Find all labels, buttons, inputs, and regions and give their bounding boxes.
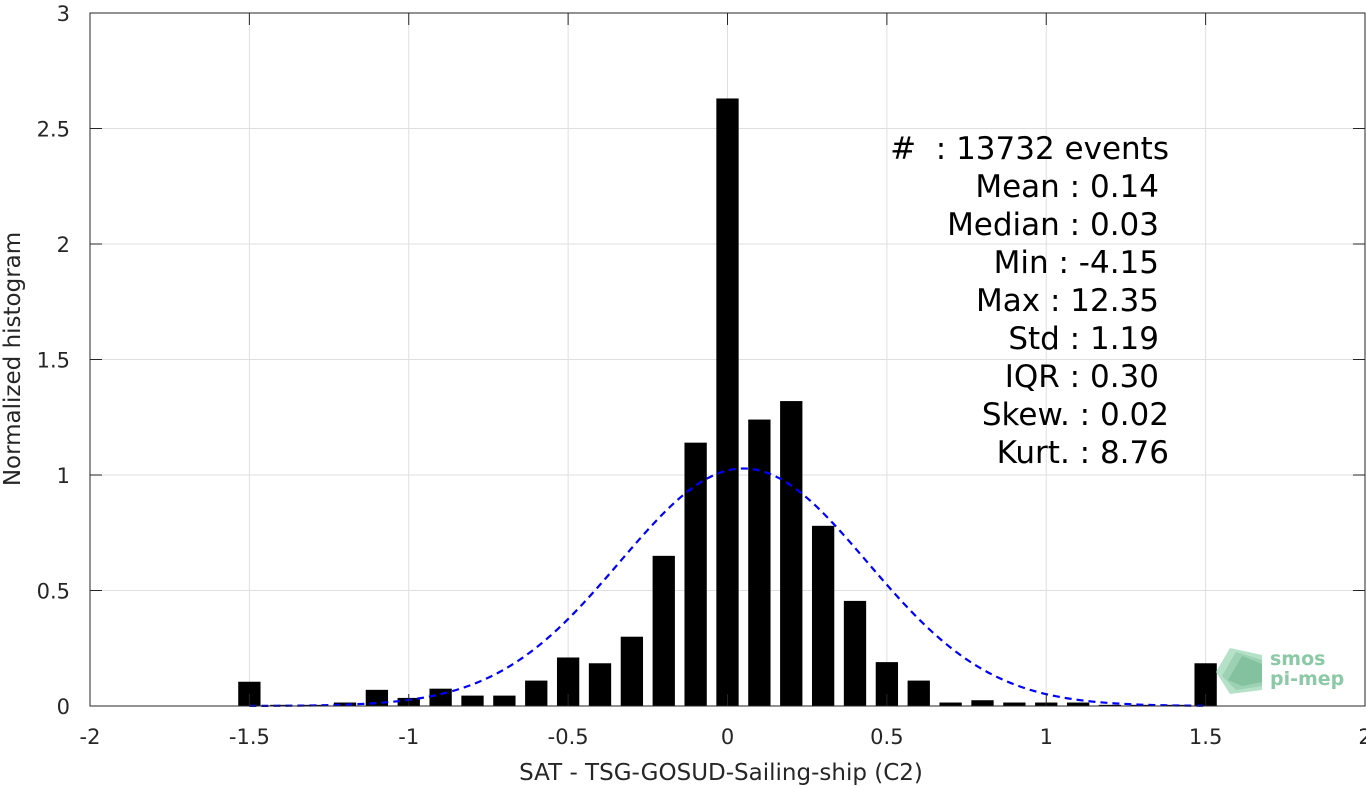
x-tick-label: 0 (721, 725, 734, 749)
histogram-bar (875, 662, 899, 706)
histogram-bar (1194, 663, 1217, 706)
y-axis-label: Normalized histogram (0, 232, 26, 486)
histogram-bar (429, 688, 452, 706)
stat-min: Min : -4.15 (994, 245, 1159, 281)
histogram-bar (556, 657, 580, 706)
histogram-bar (238, 681, 261, 706)
histogram-bar (684, 442, 707, 706)
y-tick-label: 1 (57, 464, 70, 488)
y-tick-labels: 0 0.5 1 1.5 2 2.5 3 (37, 2, 70, 719)
stat-kurt: Kurt. : 8.76 (997, 435, 1169, 471)
y-tick-label: 0.5 (37, 580, 70, 604)
histogram-bar (1098, 704, 1122, 706)
histogram-bar (907, 680, 930, 706)
x-tick-label: 0.5 (870, 725, 903, 749)
logo-text-pi-mep: pi-mep (1270, 668, 1344, 690)
logo-text-smos: smos (1270, 648, 1325, 670)
histogram-bar (1066, 702, 1090, 706)
x-tick-label: -1.5 (229, 725, 270, 749)
histogram-bar (333, 702, 357, 706)
x-tick-label: 2 (1358, 725, 1366, 749)
histogram-bar (843, 600, 867, 706)
stat-median: Median : 0.03 (947, 207, 1159, 243)
histogram-bar (365, 689, 389, 706)
x-tick-label: 1 (1040, 725, 1053, 749)
stats-box: # : 13732 events Mean : 0.14 Median : 0.… (890, 131, 1169, 471)
histogram-bar (1003, 702, 1026, 706)
histogram-bar (971, 700, 994, 706)
histogram-bar (939, 702, 962, 706)
x-axis-label: SAT - TSG-GOSUD-Sailing-ship (C2) (519, 760, 923, 786)
histogram-bar (525, 680, 548, 706)
stat-max: Max : 12.35 (976, 283, 1159, 319)
stat-skew: Skew. : 0.02 (982, 397, 1169, 433)
histogram-bar (461, 695, 484, 706)
histogram-bar (588, 663, 612, 706)
stat-events: # : 13732 events (890, 131, 1169, 167)
stat-std: Std : 1.19 (1008, 321, 1159, 357)
y-tick-label: 1.5 (37, 349, 70, 373)
y-tick-label: 0 (57, 695, 70, 719)
bars (238, 98, 1217, 707)
x-tick-label: -1 (398, 725, 419, 749)
axis-ticks (89, 12, 1366, 707)
x-tick-label: 1.5 (1189, 725, 1222, 749)
y-tick-label: 2.5 (37, 118, 70, 142)
histogram-bar (748, 419, 771, 706)
y-tick-label: 2 (57, 233, 70, 257)
smos-pi-mep-logo: smos pi-mep (1216, 648, 1344, 694)
x-tick-labels: -2 -1.5 -1 -0.5 0 0.5 1 1.5 2 (80, 725, 1366, 749)
histogram-bar (270, 704, 293, 706)
histogram-bar (780, 401, 803, 706)
histogram-bar (493, 695, 516, 706)
x-tick-label: -2 (80, 725, 101, 749)
histogram-bar (716, 98, 739, 707)
stat-iqr: IQR : 0.30 (1005, 359, 1159, 395)
histogram-bar (652, 555, 675, 706)
x-tick-label: -0.5 (548, 725, 589, 749)
logo-mark-icon (1216, 648, 1262, 694)
histogram-bar (620, 636, 644, 706)
stat-mean: Mean : 0.14 (975, 169, 1159, 205)
y-tick-label: 3 (57, 2, 70, 26)
histogram-bar (811, 525, 835, 706)
